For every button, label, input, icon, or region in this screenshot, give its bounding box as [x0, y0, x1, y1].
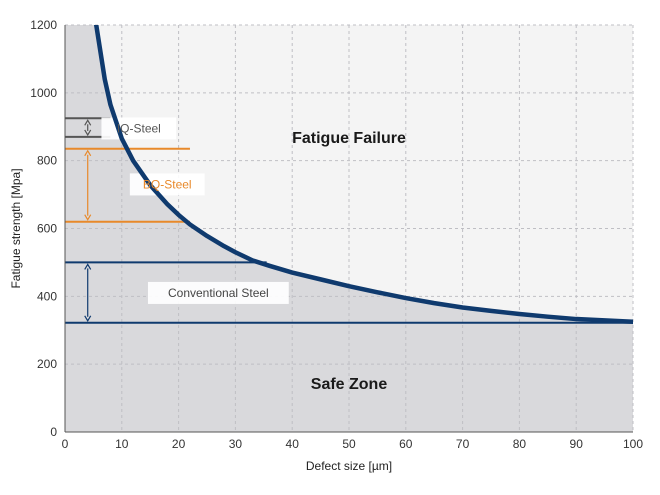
band-arrow-head-up [84, 119, 92, 126]
x-axis-title: Defect size [µm] [306, 459, 392, 473]
x-tick-label: 0 [62, 437, 69, 451]
band-arrow-head-down [84, 315, 92, 322]
x-tick-label: 20 [172, 437, 186, 451]
x-tick-label: 100 [623, 437, 643, 451]
band-arrow-head-down [84, 129, 92, 137]
x-tick-label: 70 [456, 437, 470, 451]
curve-line [93, 25, 633, 325]
chart-labels: IQ-Steel BQ-Steel Conventional Steel Fatigu… [117, 121, 406, 392]
zone-label-1: Safe Zone [311, 376, 388, 393]
y-axis-title: Fatigue strength [Mpa] [9, 168, 23, 288]
band-arrow-head-up [84, 149, 92, 157]
band-arrow-head-up [84, 263, 92, 270]
x-tick-label: 30 [229, 437, 243, 451]
band-arrow-head-down [84, 214, 92, 221]
y-tick-label: 200 [37, 357, 57, 371]
grid [65, 24, 634, 432]
x-tick-label: 80 [513, 437, 527, 451]
y-tick-label: 0 [50, 425, 57, 439]
y-tick-label: 1200 [30, 18, 57, 32]
y-tick-label: 800 [37, 154, 57, 168]
y-tick-label: 600 [37, 222, 57, 236]
zone-label-0: Fatigue Failure [292, 130, 406, 147]
safe-zone-fill [65, 25, 633, 432]
band-label-box [147, 281, 289, 304]
axes: 0 10 20 30 40 50 60 70 80 90 100020040060080010001… [9, 18, 643, 473]
band-label-1: BQ-Steel [143, 177, 192, 191]
x-tick-label: 40 [286, 437, 300, 451]
band-label-2: Conventional Steel [168, 286, 269, 300]
y-tick-label: 1000 [30, 86, 57, 100]
y-tick-label: 400 [37, 289, 57, 303]
band-label-0: IQ-Steel [117, 121, 161, 135]
x-tick-label: 60 [399, 437, 413, 451]
x-tick-label: 50 [342, 437, 356, 451]
steel-bands [65, 117, 633, 324]
x-tick-label: 90 [570, 437, 584, 451]
fatigue-curve [93, 25, 633, 325]
x-tick-label: 10 [115, 437, 129, 451]
